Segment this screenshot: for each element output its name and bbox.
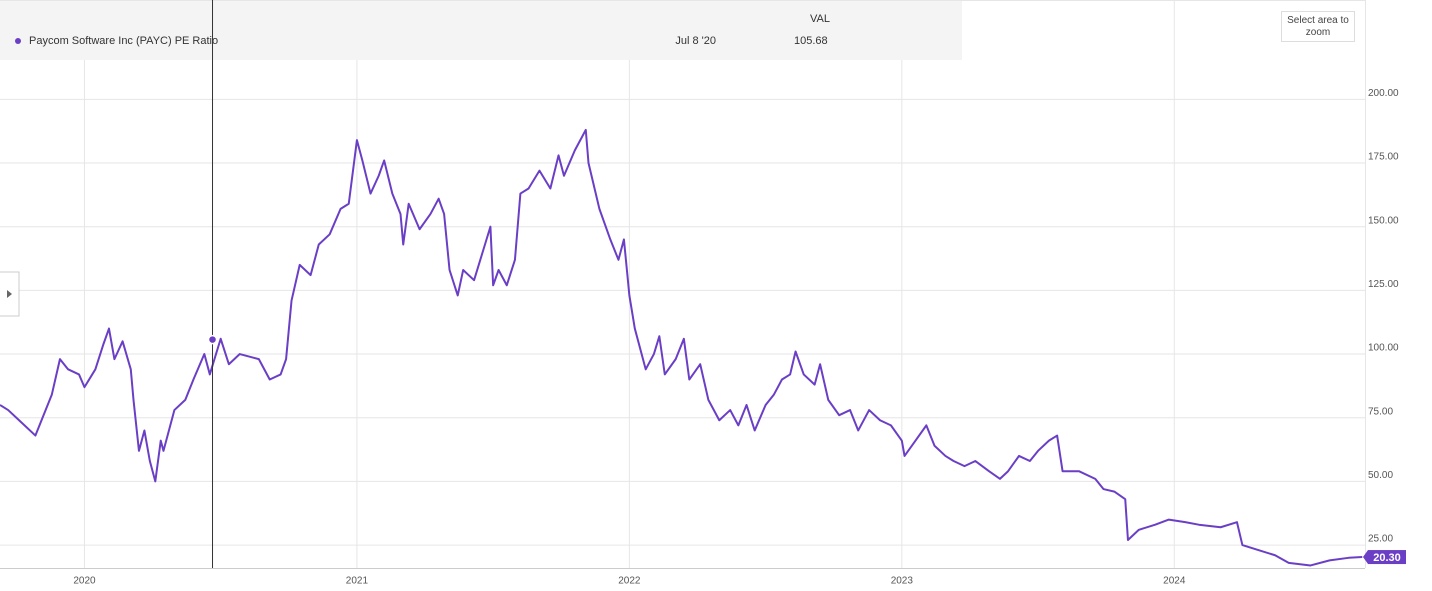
- y-tick-label: 75.00: [1368, 406, 1393, 417]
- last-value-pointer: [1363, 550, 1368, 565]
- line-series: [0, 128, 1363, 567]
- grid: [0, 0, 1365, 568]
- x-tick-label: 2023: [891, 576, 914, 587]
- y-tick-label: 100.00: [1368, 343, 1399, 354]
- side-tab[interactable]: [0, 271, 20, 317]
- y-tick-label: 175.00: [1368, 152, 1399, 163]
- last-value-box: [1368, 550, 1406, 565]
- zoom-button[interactable]: Select area to zoom: [1281, 11, 1355, 42]
- tooltip-value: 105.68: [794, 35, 828, 47]
- legend-marker: [15, 38, 21, 44]
- y-tick-label: 150.00: [1368, 215, 1399, 226]
- legend-label: Paycom Software Inc (PAYC) PE Ratio: [29, 35, 218, 47]
- crosshair-marker: [207, 334, 218, 345]
- y-tick-label: 50.00: [1368, 470, 1393, 481]
- x-tick-label: 2024: [1163, 576, 1186, 587]
- x-tick-label: 2022: [618, 576, 641, 587]
- tooltip-panel: [0, 0, 962, 60]
- x-tick-label: 2021: [346, 576, 369, 587]
- y-tick-label: 125.00: [1368, 279, 1399, 290]
- tooltip-date: Jul 8 '20: [675, 35, 716, 47]
- x-tick-label: 2020: [73, 576, 96, 587]
- tooltip-header: VAL: [810, 13, 830, 25]
- y-tick-label: 25.00: [1368, 534, 1393, 545]
- y-tick-label: 200.00: [1368, 88, 1399, 99]
- last-value-label: 20.30: [1373, 552, 1401, 564]
- side-tab-arrow[interactable]: [7, 290, 12, 298]
